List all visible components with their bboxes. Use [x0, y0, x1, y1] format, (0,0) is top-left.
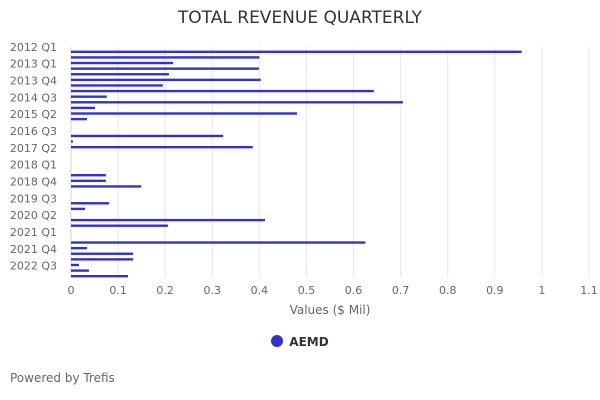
- legend-marker: [271, 335, 284, 347]
- x-tick-label: 1.1: [580, 284, 598, 297]
- bar-2022-q3: [71, 269, 89, 272]
- y-tick-label: 2014 Q3: [10, 91, 57, 104]
- y-tick-label: 2022 Q3: [10, 260, 57, 273]
- y-tick-label: 2013 Q1: [10, 58, 57, 71]
- x-tick-label: 0.8: [439, 284, 457, 297]
- bar-2018-q2: [71, 174, 106, 177]
- bar-2015-q1: [71, 112, 298, 115]
- bar-2013-q3: [71, 78, 261, 82]
- x-tick-label: 0: [68, 284, 75, 297]
- bar-2014-q2: [71, 95, 107, 98]
- y-tick-label: 2016 Q3: [10, 125, 57, 138]
- x-tick-label: 0.1: [109, 284, 127, 297]
- bar-2020-q2: [71, 218, 266, 222]
- bar-2021-q2: [71, 241, 366, 244]
- y-tick-label: 2013 Q4: [10, 74, 57, 87]
- x-tick-label: 0.5: [298, 284, 316, 297]
- bar-chart: 0 0.1 0.2 0.3 0.4 0.5 0.6 0.7 0.8 0.9 1 1.1 Values (…: [10, 41, 598, 317]
- x-tick-label: 0.9: [486, 284, 504, 297]
- y-tick-label: 2020 Q2: [10, 209, 57, 222]
- y-tick-label: 2015 Q2: [10, 108, 57, 121]
- bar-2014-q4: [71, 106, 96, 110]
- bar-2013-q1: [71, 67, 259, 70]
- bar-2019-q4: [71, 207, 86, 211]
- legend-label: AEMD: [289, 335, 329, 349]
- chart-title: TOTAL REVENUE QUARTERLY: [177, 8, 423, 28]
- x-tick-label: 1: [538, 284, 545, 297]
- legend[interactable]: AEMD: [0, 335, 600, 349]
- y-tick-label: 2021 Q4: [10, 243, 57, 256]
- bar-2012-q3: [71, 56, 260, 59]
- bar-2021-q3: [71, 246, 88, 250]
- bar-2016-q3: [71, 134, 224, 138]
- bar-2022-q4: [71, 274, 128, 278]
- bar-2017-q1: [71, 145, 253, 149]
- y-tick-label: 2018 Q4: [10, 175, 57, 188]
- y-tick-label: 2018 Q1: [10, 159, 57, 172]
- y-tick-label: 2021 Q1: [10, 226, 57, 239]
- bar-2022-q1: [71, 258, 134, 261]
- bar-2018-q4: [71, 185, 142, 188]
- footer-credit: Powered by Trefis: [10, 371, 115, 385]
- bar-2015-q2: [71, 117, 88, 121]
- bar-2022-q2: [71, 263, 80, 267]
- bar-2013-q2: [71, 73, 169, 76]
- bar-2014-q1: [71, 89, 374, 93]
- bar-2013-q4: [71, 84, 163, 87]
- x-tick-label: 0.4: [251, 284, 269, 297]
- y-tick-label: 2019 Q3: [10, 192, 57, 205]
- bar-2012-q1: [71, 50, 522, 54]
- bar-2016-q4: [71, 140, 73, 143]
- x-tick-label: 0.6: [345, 284, 363, 297]
- x-tick-label: 0.3: [204, 284, 222, 297]
- bar-2020-q3: [71, 224, 169, 227]
- x-tick-label: 0.7: [392, 284, 410, 297]
- x-tick-label: 0.2: [156, 284, 174, 297]
- bar-2014-q3: [71, 101, 403, 104]
- bar-2012-q4: [71, 61, 174, 65]
- x-axis-label: Values ($ Mil): [290, 303, 371, 317]
- bar-2019-q3: [71, 202, 110, 205]
- y-tick-label: 2017 Q2: [10, 142, 57, 155]
- bar-2021-q4: [71, 252, 134, 255]
- y-tick-label: 2012 Q1: [10, 41, 57, 54]
- bar-2018-q3: [71, 179, 106, 183]
